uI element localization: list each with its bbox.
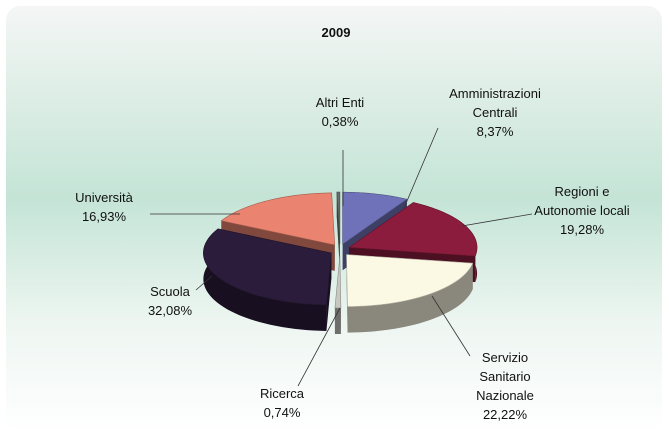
label-line: Sanitario [479, 369, 530, 384]
label-line: Altri Enti [316, 95, 365, 110]
slice [346, 254, 474, 307]
category-label: Altri Enti [316, 95, 365, 110]
label-line: Nazionale [476, 388, 534, 403]
label-line: Regioni e [555, 184, 610, 199]
category-label: Amministrazioni Centrali [449, 86, 541, 120]
chart-title: 2009 [322, 25, 351, 40]
label-line: Autonomie locali [534, 203, 629, 218]
slice-side [203, 228, 327, 331]
data-label: 16,93% [82, 209, 127, 224]
label-line: Scuola [150, 284, 191, 299]
data-label: 19,28% [560, 222, 605, 237]
label-line: Ricerca [260, 386, 305, 401]
label-line: Amministrazioni [449, 86, 541, 101]
category-label: Università [75, 190, 134, 205]
data-label: 0,38% [322, 114, 359, 129]
category-label: Scuola [150, 284, 191, 299]
label-line: Servizio [482, 350, 528, 365]
slice-side [347, 263, 473, 333]
label-line: Università [75, 190, 134, 205]
category-label: Servizio Sanitario Nazionale [476, 350, 534, 403]
label-line: Centrali [473, 105, 518, 120]
data-label: 8,37% [477, 124, 514, 139]
data-label: 32,08% [148, 303, 193, 318]
leader-line [403, 127, 439, 209]
slice [342, 191, 408, 245]
slice [334, 255, 342, 309]
data-label: 0,74% [264, 405, 301, 420]
slice [336, 191, 341, 245]
category-label: Regioni e Autonomie locali [534, 184, 629, 218]
leader-line [297, 307, 341, 387]
data-label: 22,22% [483, 407, 528, 422]
category-label: Ricerca [260, 386, 305, 401]
leader-line [431, 295, 471, 357]
leader-line [461, 213, 533, 227]
slice [203, 228, 332, 306]
plot-background [6, 6, 662, 432]
leader-line [195, 275, 213, 291]
